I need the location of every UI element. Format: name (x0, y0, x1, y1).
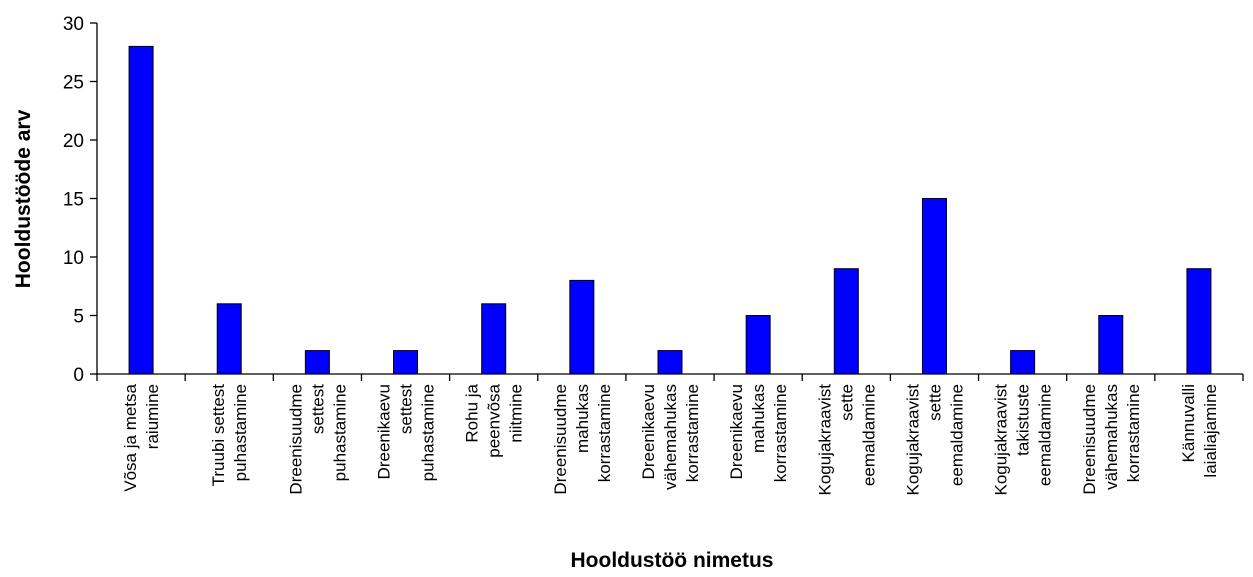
x-category-label: settest (308, 384, 327, 434)
x-category-label: mahukas (573, 384, 592, 453)
x-category-label: Kogujakraavist (992, 384, 1011, 496)
x-category-label: Dreenisuudme (286, 384, 305, 495)
x-category-label: vähemahukas (661, 384, 680, 490)
x-category-label: Rohu ja (463, 383, 482, 442)
y-tick-label: 10 (63, 248, 84, 269)
x-axis-title: Hooldustöö nimetus (571, 549, 774, 572)
x-category-label: sette (925, 384, 944, 421)
x-category-label: Dreenisuudme (551, 384, 570, 495)
x-category-label: laialiajamine (1201, 384, 1220, 478)
x-category-label: niitmine (507, 384, 526, 443)
x-category-label: raiumine (143, 384, 162, 449)
x-category-label: vähemahukas (1102, 384, 1121, 490)
x-categories-group: Võsa ja metsa raiumine Truubi settest puhas… (121, 383, 1220, 495)
x-category-label: eemaldamine (947, 384, 966, 486)
x-category-label: korrastamine (771, 384, 790, 482)
x-category-label: Dreenikaevu (375, 384, 394, 479)
x-category-label: korrastamine (595, 384, 614, 482)
bar (481, 303, 507, 375)
bar (745, 315, 771, 375)
bars-group (128, 45, 1212, 375)
y-axis-title: Hooldustööde arv (12, 109, 35, 288)
bar (921, 198, 947, 375)
x-category-label: sette (837, 384, 856, 421)
y-tick-label: 15 (63, 190, 84, 211)
bar (128, 45, 154, 375)
bar (569, 279, 595, 375)
x-category-label: puhastamine (419, 384, 438, 481)
bar (1010, 350, 1036, 375)
y-tick-label: 30 (63, 14, 84, 35)
x-category-label: Dreenikaevu (639, 384, 658, 479)
bar (833, 268, 859, 375)
x-category-label: mahukas (749, 384, 768, 453)
y-tick-label: 0 (73, 365, 84, 386)
y-tick-label: 20 (63, 131, 84, 152)
x-category-label: puhastamine (330, 384, 349, 481)
x-category-label: settest (397, 384, 416, 434)
x-category-label: eemaldamine (1036, 384, 1055, 486)
y-ticks-group: 0 5 10 15 20 25 30 (63, 14, 97, 386)
x-category-label: Kännuvalli (1179, 384, 1198, 462)
x-category-label: korrastamine (683, 384, 702, 482)
bar (393, 350, 419, 375)
x-category-label: eemaldamine (859, 384, 878, 486)
y-tick-label: 5 (73, 307, 84, 328)
bar (657, 350, 683, 375)
x-category-label: puhastamine (231, 384, 250, 481)
bar (1098, 315, 1124, 375)
x-category-label: takistuste (1014, 384, 1033, 456)
x-category-label: korrastamine (1124, 384, 1143, 482)
x-category-label: peenvõsa (485, 383, 504, 457)
x-category-label: Võsa ja metsa (121, 383, 140, 491)
y-tick-label: 25 (63, 73, 84, 94)
x-category-label: Kogujakraavist (903, 384, 922, 496)
x-category-label: Truubi settest (209, 384, 228, 487)
bar (304, 350, 330, 375)
axes-group (96, 23, 1244, 381)
bar (1186, 268, 1212, 375)
bar (216, 303, 242, 375)
x-category-label: Kogujakraavist (815, 384, 834, 496)
x-category-label: Dreenisuudme (1080, 384, 1099, 495)
x-category-label: Dreenikaevu (727, 384, 746, 479)
